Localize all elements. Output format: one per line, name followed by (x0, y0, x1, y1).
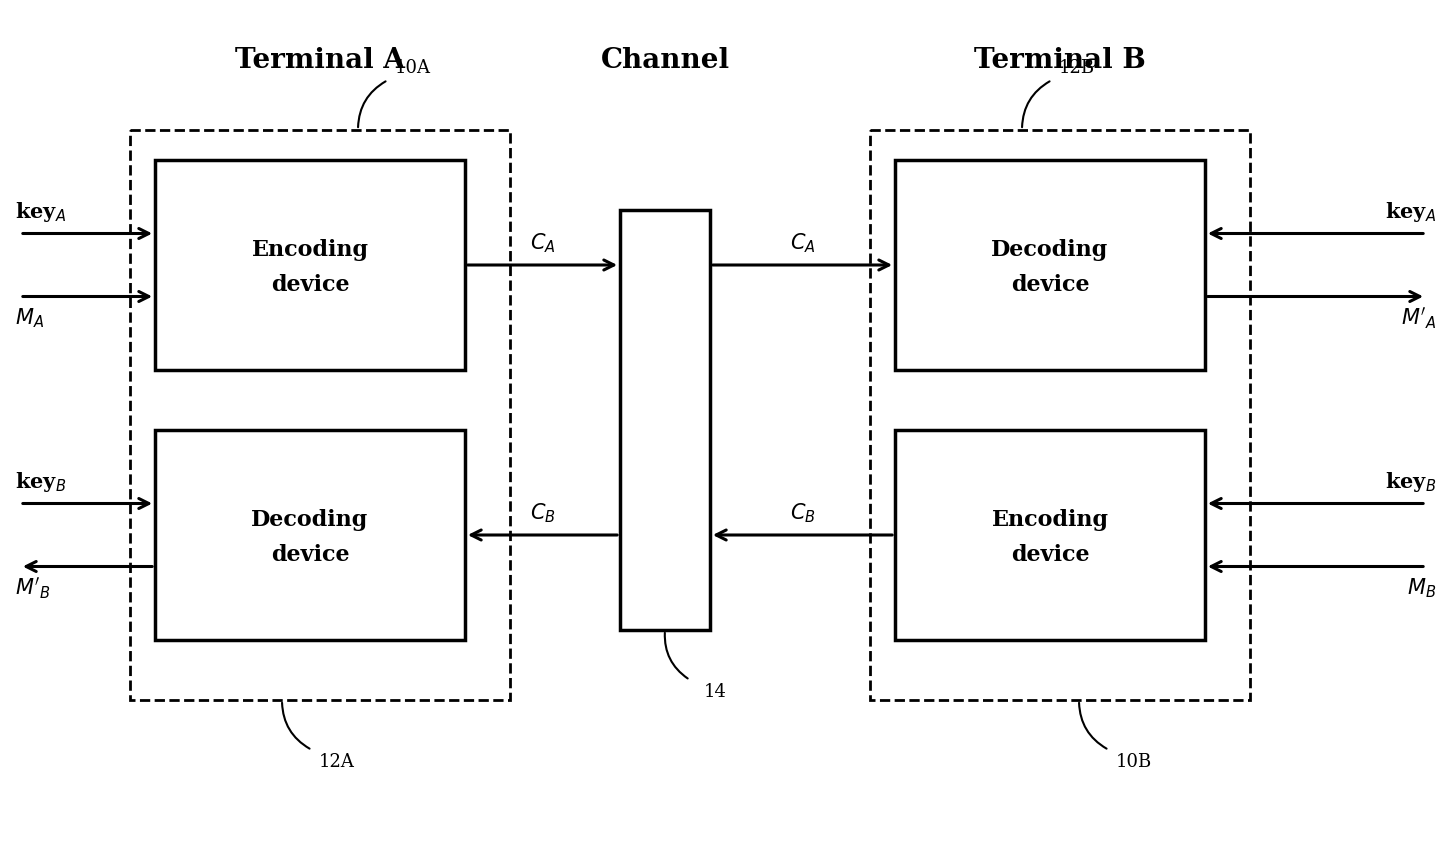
Text: key$_A$: key$_A$ (14, 199, 67, 223)
Bar (130, 130, 510, 700)
Text: $M_A$: $M_A$ (14, 307, 43, 331)
Text: Decoding: Decoding (992, 239, 1109, 261)
Text: 10B: 10B (1116, 753, 1152, 771)
Text: device: device (1011, 544, 1089, 566)
Text: Decoding: Decoding (252, 509, 369, 531)
Text: key$_B$: key$_B$ (1385, 469, 1436, 493)
Text: $M'_B$: $M'_B$ (14, 576, 51, 602)
Bar (870, 130, 1249, 700)
Text: device: device (1011, 274, 1089, 296)
Text: key$_B$: key$_B$ (14, 469, 67, 493)
Bar (895, 430, 1205, 640)
Text: 12B: 12B (1058, 59, 1095, 77)
Text: key$_A$: key$_A$ (1385, 199, 1436, 223)
Bar (895, 160, 1205, 370)
Bar (620, 210, 710, 630)
Text: $C_A$: $C_A$ (790, 231, 816, 255)
Text: 10A: 10A (395, 59, 431, 77)
Text: $C_B$: $C_B$ (790, 501, 816, 525)
Text: $C_A$: $C_A$ (529, 231, 555, 255)
Text: 14: 14 (704, 683, 726, 701)
Text: Terminal B: Terminal B (975, 47, 1145, 73)
Text: $M'_A$: $M'_A$ (1401, 306, 1436, 331)
Text: Encoding: Encoding (992, 509, 1109, 531)
Text: $C_B$: $C_B$ (529, 501, 555, 525)
Text: Terminal A: Terminal A (236, 47, 405, 73)
Text: 12A: 12A (320, 753, 354, 771)
Text: device: device (270, 274, 350, 296)
Text: Channel: Channel (600, 47, 730, 73)
Bar (155, 430, 466, 640)
Bar (155, 160, 466, 370)
Text: $M_B$: $M_B$ (1407, 577, 1436, 601)
Text: Encoding: Encoding (252, 239, 369, 261)
Text: device: device (270, 544, 350, 566)
